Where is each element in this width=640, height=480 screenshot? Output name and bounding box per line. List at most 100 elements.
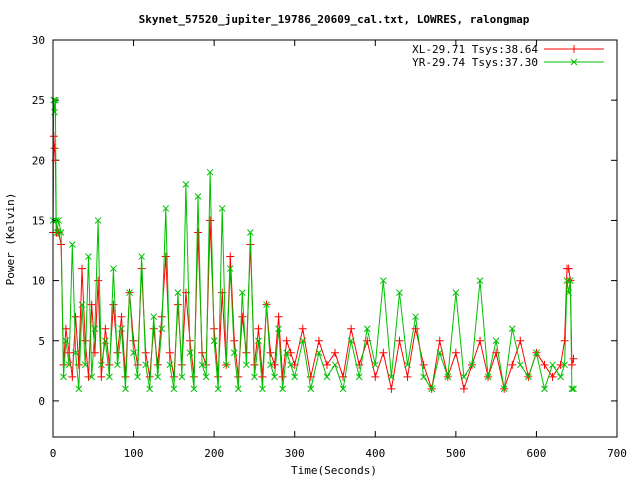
- data-point: [97, 361, 105, 369]
- y-tick-label: 20: [32, 154, 45, 167]
- data-point: [81, 361, 89, 369]
- legend-sample-yr: [544, 58, 604, 66]
- data-point: [214, 385, 222, 393]
- data-point: [161, 252, 170, 261]
- data-point: [90, 348, 99, 357]
- data-point: [65, 361, 73, 369]
- data-point: [101, 324, 110, 333]
- data-point: [238, 289, 246, 296]
- x-tick-label: 0: [50, 447, 57, 460]
- data-point: [379, 277, 387, 284]
- data-point: [270, 360, 279, 369]
- data-point: [50, 96, 58, 104]
- data-point: [436, 349, 444, 357]
- data-point: [234, 385, 242, 393]
- data-point: [331, 348, 339, 357]
- data-point: [355, 373, 363, 381]
- y-axis-label: Power (Kelvin): [4, 193, 17, 286]
- data-point: [307, 385, 315, 393]
- data-point: [492, 337, 500, 345]
- data-point: [206, 216, 215, 225]
- data-point: [541, 385, 548, 393]
- data-point: [451, 348, 460, 357]
- data-point: [564, 264, 573, 273]
- data-point: [85, 253, 92, 260]
- data-point: [134, 373, 141, 381]
- data-point: [267, 361, 274, 369]
- data-point: [566, 277, 574, 284]
- data-point: [194, 193, 202, 200]
- data-point: [117, 312, 126, 321]
- data-point: [142, 361, 150, 369]
- series-line: [52, 136, 574, 391]
- data-point: [251, 373, 258, 381]
- data-point: [271, 373, 278, 381]
- data-point: [50, 144, 59, 153]
- data-point: [226, 265, 234, 272]
- data-point: [149, 324, 158, 333]
- data-point: [570, 385, 577, 393]
- data-point: [114, 361, 121, 369]
- data-point: [150, 313, 158, 321]
- data-point: [508, 325, 516, 333]
- data-point: [88, 373, 96, 381]
- data-point: [81, 336, 90, 345]
- data-point: [476, 336, 485, 345]
- data-point: [283, 349, 291, 357]
- data-point: [339, 372, 348, 381]
- data-point: [444, 373, 452, 381]
- data-point: [549, 361, 556, 369]
- data-point: [468, 361, 476, 369]
- x-tick-label: 300: [285, 447, 305, 460]
- data-point: [129, 336, 138, 345]
- data-point: [178, 373, 186, 381]
- data-point: [323, 373, 331, 381]
- data-point: [388, 373, 395, 381]
- y-tick-label: 25: [32, 94, 45, 107]
- data-point: [158, 325, 166, 333]
- legend-label-yr: YR-29.74 Tsys:37.30: [412, 56, 538, 69]
- data-point: [419, 360, 428, 369]
- data-point: [94, 217, 102, 224]
- data-point: [279, 385, 286, 393]
- data-point: [331, 361, 339, 369]
- data-point: [339, 385, 347, 393]
- data-point: [396, 289, 403, 296]
- data-point: [395, 336, 404, 345]
- data-point: [371, 372, 380, 381]
- data-point: [266, 348, 275, 357]
- data-point: [206, 168, 214, 176]
- data-point: [387, 384, 396, 393]
- data-point: [72, 349, 79, 357]
- data-point: [109, 300, 118, 309]
- data-point: [259, 385, 266, 393]
- plot-area: [49, 96, 578, 393]
- data-point: [94, 276, 103, 285]
- data-point: [254, 324, 263, 333]
- data-point: [153, 360, 162, 369]
- data-point: [145, 372, 154, 381]
- y-tick-label: 15: [32, 214, 45, 227]
- data-point: [52, 217, 60, 224]
- data-point: [118, 325, 125, 333]
- data-point: [500, 385, 508, 393]
- data-point: [198, 361, 206, 369]
- data-point: [138, 253, 145, 260]
- data-point: [174, 289, 182, 296]
- data-point: [154, 373, 162, 381]
- x-axis-label: Time(Seconds): [291, 464, 377, 477]
- data-point: [274, 312, 283, 321]
- data-point: [87, 300, 96, 309]
- data-point: [162, 205, 170, 212]
- data-point: [110, 265, 117, 272]
- y-tick-label: 0: [38, 395, 45, 408]
- data-point: [459, 384, 468, 393]
- data-point: [106, 373, 113, 381]
- data-point: [130, 349, 137, 357]
- data-point: [428, 385, 436, 393]
- data-point: [210, 337, 218, 345]
- data-point: [565, 289, 573, 296]
- data-point: [255, 337, 262, 345]
- data-point: [190, 385, 198, 393]
- data-point: [371, 361, 379, 369]
